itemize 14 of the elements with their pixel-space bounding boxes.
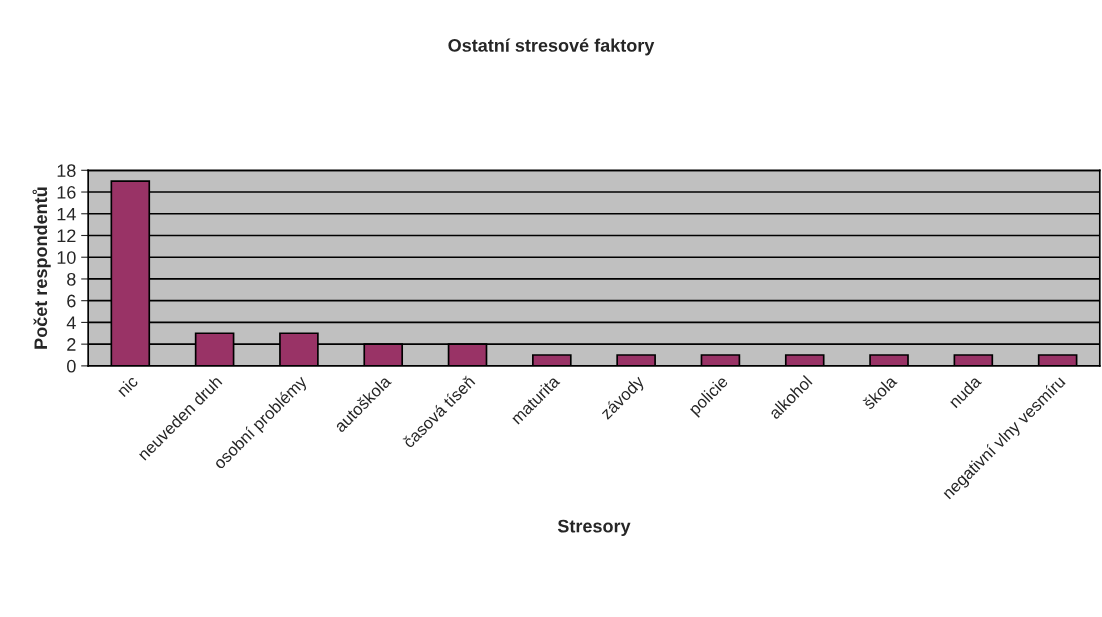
y-tick-label: 14 — [57, 207, 76, 221]
chart-title: Ostatní stresové faktory — [448, 38, 655, 56]
x-axis-title: Stresory — [557, 519, 631, 537]
y-axis-title: Počet respondentů — [32, 187, 51, 349]
x-tick-label: nic — [116, 374, 139, 398]
y-tick-label: 10 — [57, 251, 76, 264]
y-tick-label: 16 — [57, 185, 76, 199]
y-tick-label: 0 — [67, 359, 76, 373]
y-tick-label: 6 — [67, 294, 76, 308]
y-tick-label: 12 — [57, 229, 76, 243]
y-tick-label: 4 — [66, 316, 76, 329]
y-tick-label: 2 — [67, 338, 76, 351]
y-tick-label: 18 — [57, 164, 76, 178]
y-tick-label: 8 — [67, 272, 76, 286]
